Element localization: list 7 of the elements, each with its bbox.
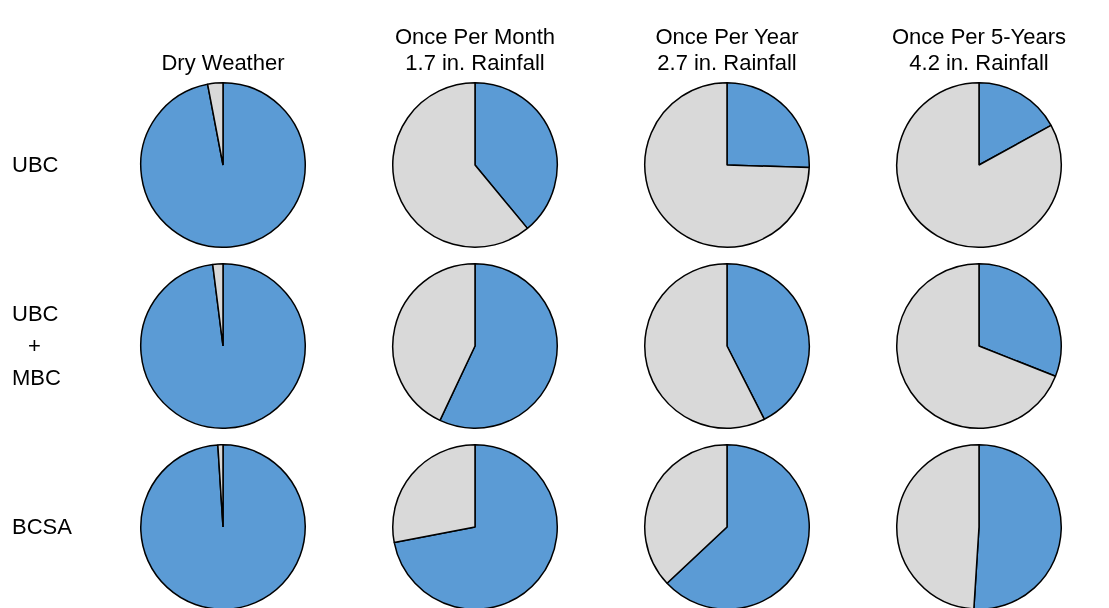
text: UBC + MBC — [11, 300, 62, 392]
chart-title: Once Per Month 1.7 in. Rainfall — [393, 24, 557, 76]
chart-title: Dry Weather — [160, 50, 286, 76]
chart-title: Once Per 5-Years 4.2 in. Rainfall — [890, 24, 1068, 76]
text: UBC — [11, 151, 60, 179]
text: BCSA — [11, 513, 73, 541]
chart-title: Once Per Year 2.7 in. Rainfall — [654, 24, 800, 76]
